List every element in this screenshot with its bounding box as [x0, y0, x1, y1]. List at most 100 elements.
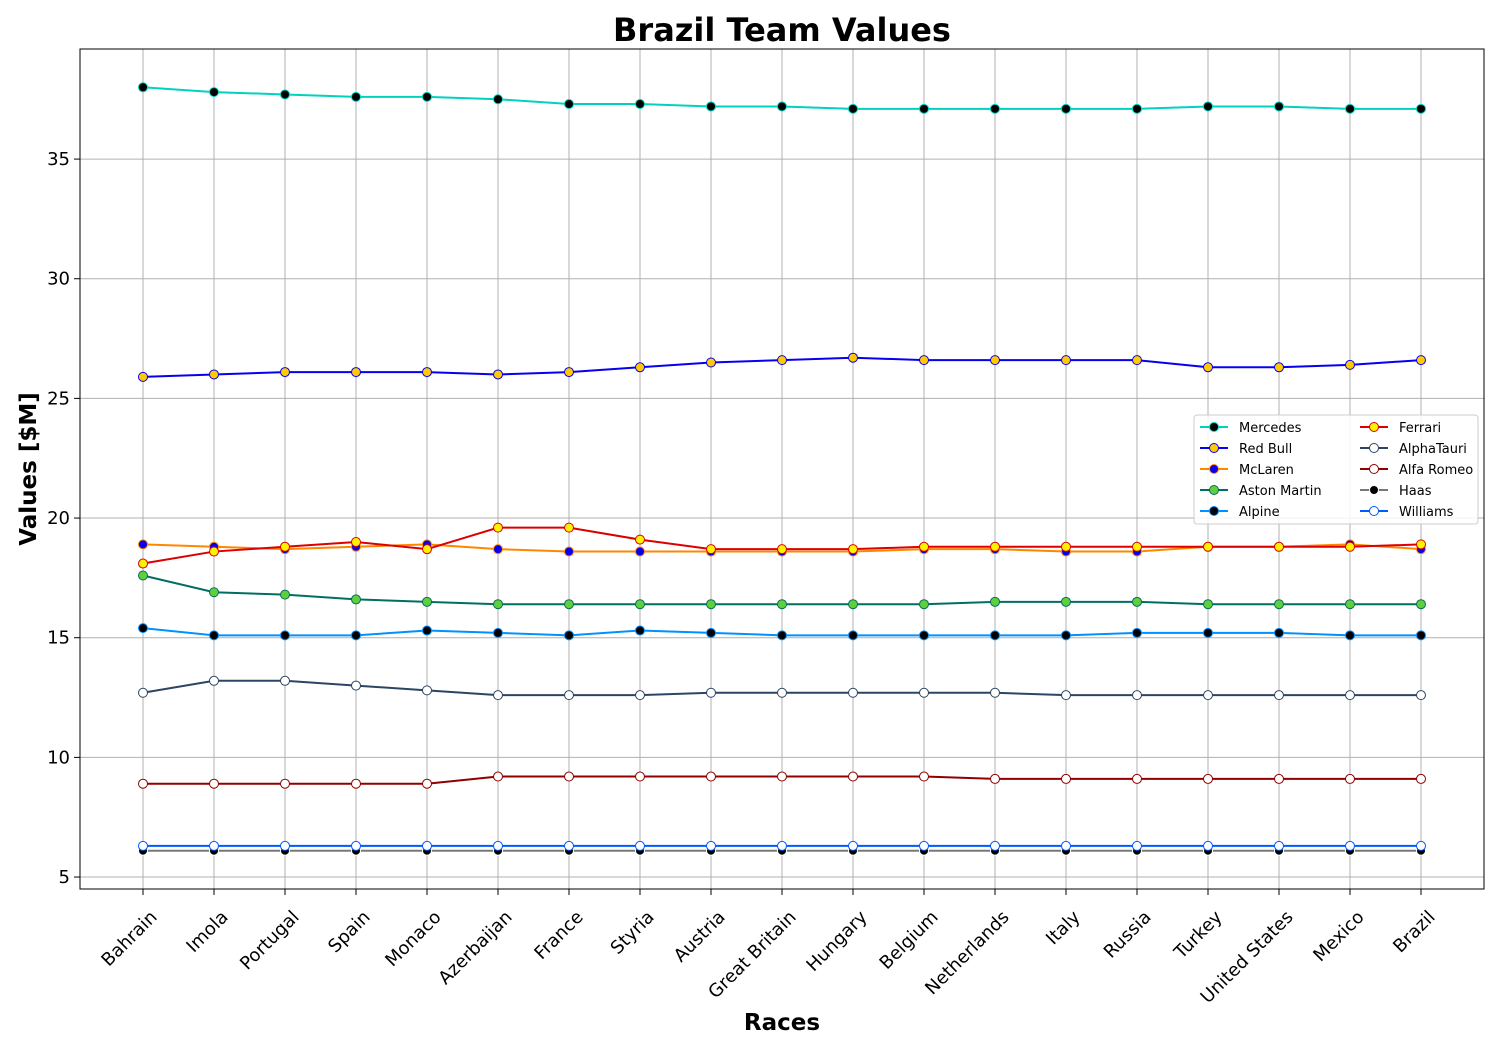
legend-item: Haas — [1360, 484, 1432, 499]
data-point — [493, 599, 503, 610]
legend-marker — [1209, 464, 1219, 474]
x-tick-label: Brazil — [1389, 907, 1439, 957]
data-point — [777, 630, 787, 641]
data-point — [919, 840, 929, 851]
data-point — [493, 840, 503, 851]
data-point — [351, 840, 361, 851]
data-point — [564, 522, 574, 533]
axis-ticks: Bahrain Imola Portugal Spain MonacoAzerbaija… — [47, 149, 1439, 1008]
legend-marker — [1369, 506, 1379, 516]
legend-marker — [1209, 506, 1219, 516]
data-point — [280, 840, 290, 851]
data-point — [635, 771, 645, 782]
data-point — [351, 630, 361, 641]
data-point — [1345, 359, 1355, 370]
legend-item: Red Bull — [1200, 442, 1292, 457]
legend-marker — [1369, 443, 1379, 453]
data-point — [1061, 773, 1071, 784]
series-ferrari — [138, 522, 1426, 569]
data-point — [422, 91, 432, 102]
data-point — [848, 687, 858, 698]
legend-item: AlphaTauri — [1360, 442, 1467, 457]
legend-label: Mercedes — [1239, 421, 1302, 436]
data-point — [1132, 355, 1142, 366]
data-point — [990, 541, 1000, 552]
data-point — [990, 840, 1000, 851]
data-point — [1132, 627, 1142, 638]
series-red-bull — [138, 352, 1426, 382]
data-point — [990, 355, 1000, 366]
legend-label: Williams — [1399, 505, 1454, 520]
legend-marker — [1209, 443, 1219, 453]
data-point — [564, 599, 574, 610]
x-tick-label: Austria — [670, 907, 730, 967]
x-axis-label: Races — [744, 1010, 820, 1036]
x-tick-label: Belgium — [876, 907, 943, 974]
data-point — [138, 570, 148, 581]
data-point — [351, 778, 361, 789]
data-point — [138, 778, 148, 789]
legend-label: AlphaTauri — [1399, 442, 1467, 457]
data-point — [1203, 773, 1213, 784]
data-point — [493, 690, 503, 701]
data-point — [848, 544, 858, 555]
data-point — [209, 675, 219, 686]
data-point — [919, 771, 929, 782]
data-point — [919, 687, 929, 698]
data-point — [635, 362, 645, 373]
data-point — [1274, 541, 1284, 552]
data-point — [1203, 627, 1213, 638]
data-point — [493, 627, 503, 638]
x-tick-label: Italy — [1042, 906, 1085, 949]
data-point — [1416, 840, 1426, 851]
x-tick-label: Monaco — [381, 907, 445, 971]
data-point — [1345, 630, 1355, 641]
data-point — [1203, 599, 1213, 610]
data-point — [493, 94, 503, 105]
data-point — [351, 367, 361, 378]
data-point — [635, 599, 645, 610]
data-point — [422, 778, 432, 789]
legend-label: Ferrari — [1399, 421, 1441, 436]
data-point — [351, 536, 361, 547]
data-point — [351, 680, 361, 691]
data-point — [848, 630, 858, 641]
series-group — [138, 82, 1426, 856]
data-point — [209, 87, 219, 98]
data-point — [919, 599, 929, 610]
data-point — [990, 103, 1000, 114]
data-point — [706, 687, 716, 698]
data-point — [1345, 690, 1355, 701]
data-point — [1061, 630, 1071, 641]
x-tick-label: France — [530, 907, 587, 964]
data-point — [564, 546, 574, 557]
data-point — [1061, 690, 1071, 701]
data-point — [990, 773, 1000, 784]
data-point — [280, 367, 290, 378]
data-point — [777, 687, 787, 698]
data-point — [564, 99, 574, 110]
data-point — [351, 594, 361, 605]
data-point — [1203, 362, 1213, 373]
data-point — [138, 558, 148, 569]
y-tick-label: 10 — [47, 747, 70, 768]
data-point — [1345, 773, 1355, 784]
data-point — [1203, 101, 1213, 112]
data-point — [209, 369, 219, 380]
data-point — [848, 352, 858, 363]
legend-item: Alpine — [1200, 505, 1280, 520]
data-point — [635, 534, 645, 545]
data-point — [777, 544, 787, 555]
data-point — [493, 771, 503, 782]
data-point — [1132, 773, 1142, 784]
data-point — [209, 630, 219, 641]
data-point — [1132, 596, 1142, 607]
data-point — [422, 685, 432, 696]
data-point — [422, 367, 432, 378]
x-tick-label: Mexico — [1309, 907, 1368, 966]
data-point — [848, 840, 858, 851]
y-tick-label: 15 — [47, 628, 70, 649]
series-alfa-romeo — [138, 771, 1426, 789]
data-point — [1274, 599, 1284, 610]
data-point — [919, 541, 929, 552]
